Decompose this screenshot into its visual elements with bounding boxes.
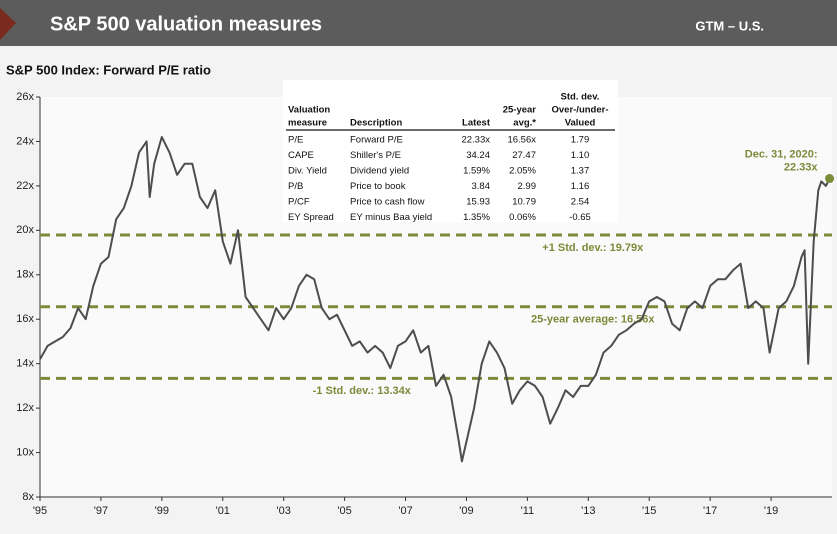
table-cell: Shiller's P/E bbox=[350, 150, 401, 161]
header-accent bbox=[0, 8, 16, 40]
table-cell: Price to book bbox=[350, 181, 406, 192]
table-cell: 2.54 bbox=[571, 197, 590, 208]
x-tick-label: '97 bbox=[94, 505, 108, 517]
x-tick-label: '99 bbox=[155, 505, 169, 517]
table-cell: 2.99 bbox=[518, 181, 537, 192]
table-cell: Price to cash flow bbox=[350, 197, 425, 208]
table-header: Over-/under- bbox=[551, 105, 608, 116]
table-header: 25-year bbox=[503, 105, 537, 116]
table-cell: 1.37 bbox=[571, 166, 590, 177]
x-tick-label: '03 bbox=[277, 505, 291, 517]
table-cell: Forward P/E bbox=[350, 135, 403, 146]
x-tick-label: '95 bbox=[33, 505, 47, 517]
reference-label: -1 Std. dev.: 13.34x bbox=[313, 385, 412, 397]
table-cell: 3.84 bbox=[472, 181, 491, 192]
x-tick-label: '15 bbox=[642, 505, 656, 517]
latest-point bbox=[825, 174, 835, 184]
table-cell: 1.35% bbox=[463, 212, 490, 223]
y-tick-label: 18x bbox=[16, 269, 34, 281]
table-header: avg.* bbox=[513, 118, 536, 129]
table-cell: Div. Yield bbox=[288, 166, 327, 177]
y-tick-label: 22x bbox=[16, 180, 34, 192]
table-cell: -0.65 bbox=[569, 212, 591, 223]
table-cell: 10.79 bbox=[512, 197, 536, 208]
table-cell: 27.47 bbox=[512, 150, 536, 161]
table-header: Std. dev. bbox=[561, 92, 600, 103]
table-cell: 15.93 bbox=[466, 197, 490, 208]
table-header: Valuation bbox=[288, 105, 330, 116]
annotation: Dec. 31, 2020: bbox=[745, 148, 818, 160]
table-header: Valued bbox=[565, 118, 596, 129]
x-tick-label: '01 bbox=[216, 505, 230, 517]
table-box bbox=[283, 80, 618, 222]
table-cell: 22.33x bbox=[461, 135, 490, 146]
y-tick-label: 10x bbox=[16, 446, 34, 458]
reference-label: 25-year average: 16.56x bbox=[531, 314, 655, 326]
y-tick-label: 12x bbox=[16, 402, 34, 414]
table-header: Latest bbox=[462, 118, 491, 129]
table-cell: 1.10 bbox=[571, 150, 590, 161]
table-cell: 2.05% bbox=[509, 166, 536, 177]
table-cell: 16.56x bbox=[507, 135, 536, 146]
y-tick-label: 20x bbox=[16, 224, 34, 236]
y-tick-label: 8x bbox=[22, 491, 34, 503]
y-tick-label: 16x bbox=[16, 313, 34, 325]
table-cell: 1.59% bbox=[463, 166, 490, 177]
header-tag: GTM – U.S. bbox=[695, 18, 764, 33]
table-cell: P/B bbox=[288, 181, 303, 192]
table-cell: Dividend yield bbox=[350, 166, 409, 177]
x-tick-label: '19 bbox=[764, 505, 778, 517]
header-bar bbox=[0, 0, 837, 46]
table-cell: 1.16 bbox=[571, 181, 590, 192]
header-title: S&P 500 valuation measures bbox=[50, 13, 322, 35]
annotation: 22.33x bbox=[784, 161, 819, 173]
table-cell: 0.06% bbox=[509, 212, 536, 223]
table-cell: EY minus Baa yield bbox=[350, 212, 432, 223]
table-cell: P/E bbox=[288, 135, 303, 146]
x-tick-label: '11 bbox=[521, 505, 535, 517]
table-cell: 34.24 bbox=[466, 150, 490, 161]
table-cell: CAPE bbox=[288, 150, 314, 161]
y-tick-label: 24x bbox=[16, 135, 34, 147]
chart-title: S&P 500 Index: Forward P/E ratio bbox=[6, 62, 211, 77]
table-cell: EY Spread bbox=[288, 212, 334, 223]
table-header: measure bbox=[288, 118, 327, 129]
x-tick-label: '09 bbox=[459, 505, 473, 517]
x-tick-label: '17 bbox=[703, 505, 717, 517]
table-cell: P/CF bbox=[288, 197, 310, 208]
reference-label: +1 Std. dev.: 19.79x bbox=[542, 242, 644, 254]
table-cell: 1.79 bbox=[571, 135, 590, 146]
y-tick-label: 14x bbox=[16, 358, 34, 370]
x-tick-label: '07 bbox=[398, 505, 412, 517]
table-header: Description bbox=[350, 118, 402, 129]
x-tick-label: '13 bbox=[581, 505, 595, 517]
pe-line bbox=[39, 136, 831, 463]
y-tick-label: 26x bbox=[16, 91, 34, 103]
x-tick-label: '05 bbox=[337, 505, 351, 517]
